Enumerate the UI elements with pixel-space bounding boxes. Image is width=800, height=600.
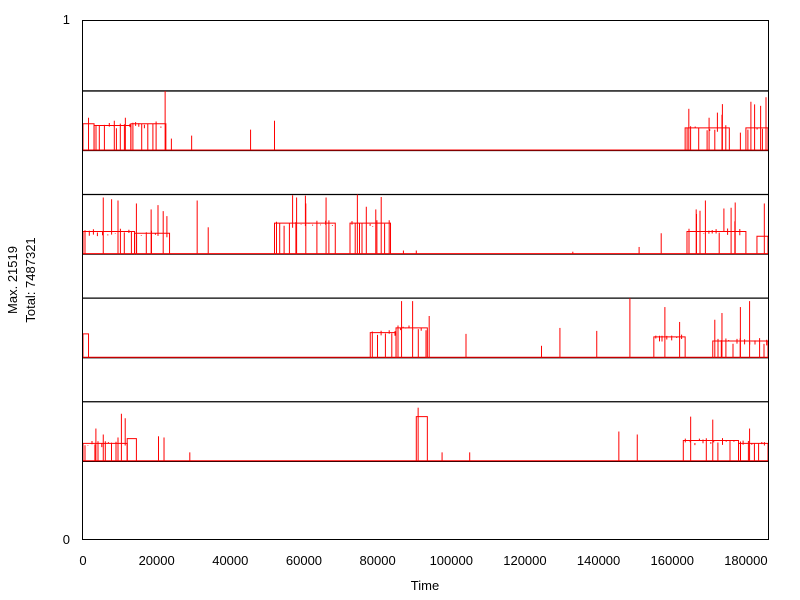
series-plateau <box>682 438 740 462</box>
xtick-label: 180000 <box>724 553 767 568</box>
series-plateau <box>82 333 90 358</box>
lane-1 <box>82 90 769 152</box>
series-plateau <box>369 330 397 358</box>
series-plateau <box>415 416 428 462</box>
series-plateau <box>738 440 769 462</box>
series-plateau <box>349 197 392 255</box>
series-plateau <box>653 334 686 358</box>
series-plateau <box>82 199 136 255</box>
series-plateau <box>134 205 171 255</box>
series-plateau <box>395 325 428 358</box>
xtick-label: 40000 <box>212 553 248 568</box>
series-plateau <box>82 413 128 462</box>
ytick-label-bottom: 0 <box>63 532 70 547</box>
y-axis-title-total: Total: 7487321 <box>23 237 38 322</box>
series-plateau <box>126 438 137 462</box>
series-plateau <box>756 235 769 255</box>
lane-2 <box>82 193 769 255</box>
ytick-labels: 1 0 <box>63 12 70 547</box>
lane-3 <box>82 297 769 359</box>
series-plateau <box>130 121 167 151</box>
x-axis-title: Time <box>411 578 439 593</box>
xtick-label: 100000 <box>430 553 473 568</box>
series-plateau <box>93 123 132 151</box>
xtick-label: 20000 <box>139 553 175 568</box>
signal-lanes <box>82 90 769 462</box>
plot-frame <box>82 20 769 540</box>
xtick-label: 160000 <box>651 553 694 568</box>
series-plateau <box>684 104 730 151</box>
xtick-label: 80000 <box>360 553 396 568</box>
ytick-label-top: 1 <box>63 12 70 27</box>
xtick-label: 60000 <box>286 553 322 568</box>
xtick-label: 0 <box>79 553 86 568</box>
y-axis-title-max: Max. 21519 <box>5 246 20 314</box>
xtick-label: 120000 <box>503 553 546 568</box>
xtick-labels: 0 20000 40000 60000 80000 100000 120000 140000 1… <box>79 553 767 568</box>
xtick-label: 140000 <box>577 553 620 568</box>
series-plateau <box>745 97 769 151</box>
lane-4 <box>82 401 769 462</box>
